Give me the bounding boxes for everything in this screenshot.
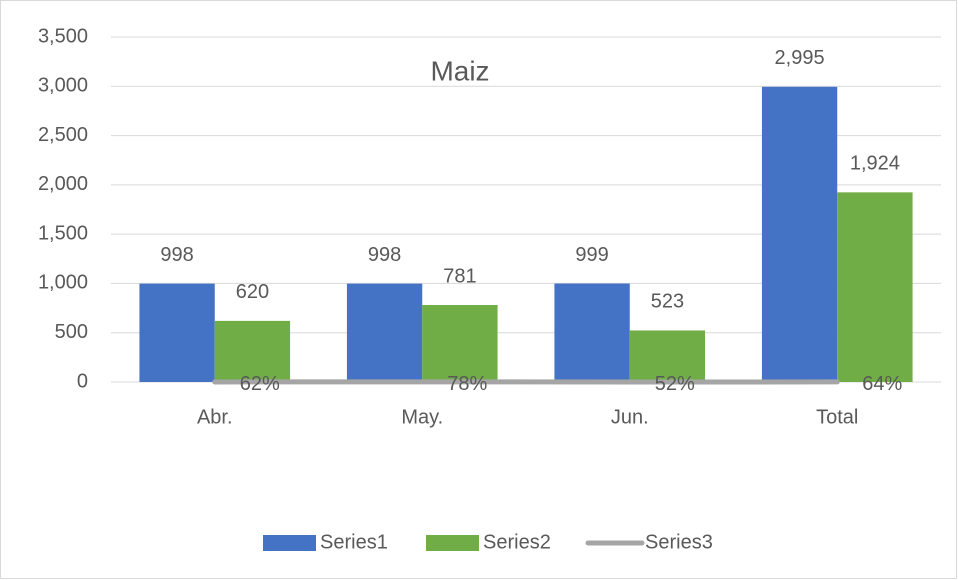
- data-label: 998: [160, 244, 193, 266]
- data-label: 78%: [447, 373, 487, 395]
- legend-label: Series2: [483, 531, 551, 553]
- data-label: 2,995: [775, 47, 825, 69]
- y-tick-label: 1,500: [38, 222, 88, 244]
- x-tick-label: Total: [816, 406, 858, 428]
- y-tick-label: 500: [55, 321, 88, 343]
- y-tick-label: 2,500: [38, 124, 88, 146]
- data-label: 999: [575, 244, 608, 266]
- data-label: 523: [651, 291, 684, 313]
- data-label: 62%: [240, 373, 280, 395]
- y-tick-label: 1,000: [38, 272, 88, 294]
- bar: [629, 330, 706, 382]
- data-label: 781: [443, 265, 476, 287]
- data-label: 1,924: [850, 153, 900, 175]
- bar: [837, 192, 913, 382]
- y-tick-label: 3,500: [38, 25, 88, 47]
- legend-swatch: [426, 535, 479, 551]
- bar: [139, 283, 215, 382]
- data-label: 998: [368, 244, 401, 266]
- legend-label: Series1: [320, 531, 388, 553]
- y-tick-label: 2,000: [38, 173, 88, 195]
- data-label: 64%: [862, 373, 902, 395]
- bar: [214, 320, 291, 382]
- y-tick-label: 0: [77, 370, 88, 392]
- bar: [761, 86, 838, 383]
- y-tick-label: 3,000: [38, 75, 88, 97]
- data-label: 52%: [655, 373, 695, 395]
- x-tick-label: Jun.: [611, 406, 649, 428]
- legend-label: Series3: [645, 531, 713, 553]
- bar: [554, 283, 630, 382]
- data-label: 620: [236, 281, 269, 303]
- bar: [422, 305, 498, 382]
- x-tick-label: Abr.: [197, 406, 233, 428]
- x-tick-label: May.: [401, 406, 443, 428]
- chart-title: Maiz: [430, 55, 489, 86]
- bar: [346, 283, 423, 382]
- legend-swatch: [263, 535, 316, 551]
